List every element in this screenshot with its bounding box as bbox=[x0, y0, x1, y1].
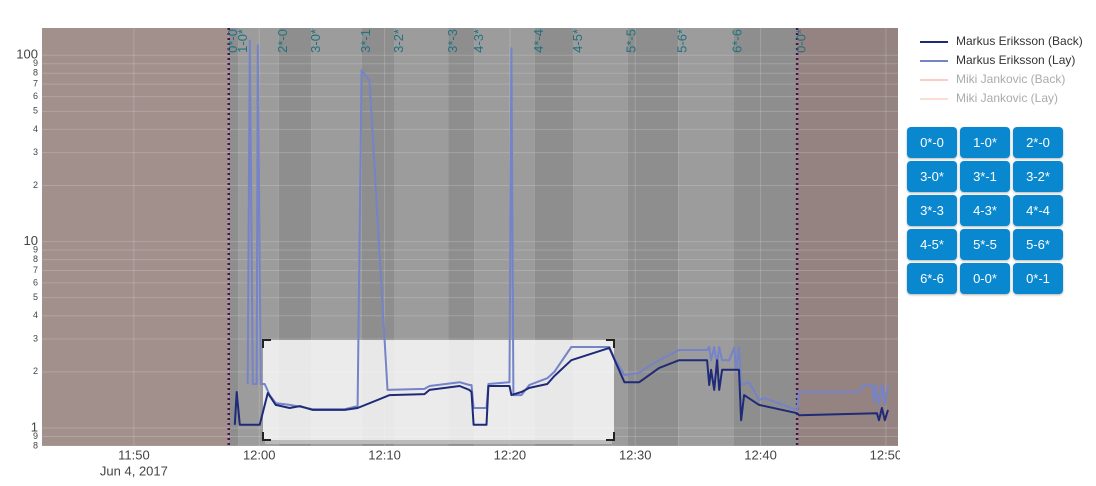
x-tick-label: 12:50 bbox=[870, 447, 900, 462]
score-button[interactable]: 6*-6 bbox=[907, 263, 957, 294]
event-label: 0-0* bbox=[794, 29, 809, 53]
event-label: 5*-5 bbox=[624, 29, 639, 53]
event-label: 3*-3 bbox=[445, 29, 460, 53]
event-band bbox=[733, 28, 798, 446]
event-label: 0*-0 bbox=[225, 29, 240, 53]
score-button[interactable]: 4-3* bbox=[960, 195, 1010, 226]
score-button[interactable]: 4-5* bbox=[907, 229, 957, 260]
selection-box bbox=[263, 340, 614, 440]
y-tick-label: 7 bbox=[33, 265, 38, 275]
score-button[interactable]: 0*-0 bbox=[907, 127, 957, 158]
x-tick-label: 12:00 bbox=[243, 447, 276, 462]
event-band bbox=[228, 28, 239, 446]
y-tick-label: 7 bbox=[33, 78, 38, 88]
event-label: 1-0* bbox=[235, 29, 250, 53]
x-tick-label: 12:30 bbox=[619, 447, 652, 462]
score-button[interactable]: 3*-3 bbox=[907, 195, 957, 226]
button-panel: 0*-0 1-0* 2*-0 3-0* 3*-1 3-2* 3*-3 4-3* 4*-4 4-5*… bbox=[907, 127, 1063, 294]
pre-event-band bbox=[42, 28, 229, 446]
selection-corner bbox=[262, 432, 271, 441]
y-tick-label: 100 bbox=[16, 47, 38, 62]
event-label: 4-5* bbox=[570, 29, 585, 53]
score-button[interactable]: 4*-4 bbox=[1013, 195, 1063, 226]
score-button[interactable]: 0*-1 bbox=[1013, 263, 1063, 294]
event-band bbox=[797, 28, 898, 446]
y-tick-label: 6 bbox=[33, 277, 38, 287]
y-tick-label: 4 bbox=[33, 310, 38, 320]
score-button[interactable]: 1-0* bbox=[960, 127, 1010, 158]
x-tick-label: 12:10 bbox=[368, 447, 401, 462]
x-tick-label: 12:20 bbox=[494, 447, 527, 462]
y-tick-label: 9 bbox=[33, 244, 38, 254]
event-label: 3-0* bbox=[308, 29, 323, 53]
y-tick-label: 5 bbox=[33, 106, 38, 116]
y-tick-label: 8 bbox=[33, 440, 38, 450]
selection-corner bbox=[606, 432, 615, 441]
score-button[interactable]: 2*-0 bbox=[1013, 127, 1063, 158]
selection-corner bbox=[262, 339, 271, 348]
score-button[interactable]: 5*-5 bbox=[960, 229, 1010, 260]
event-label: 3*-1 bbox=[358, 29, 373, 53]
y-tick-label: 4 bbox=[33, 124, 38, 134]
x-tick-label: 12:40 bbox=[744, 447, 777, 462]
y-tick-label: 3 bbox=[33, 333, 38, 343]
event-label: 3-2* bbox=[391, 29, 406, 53]
x-tick-label: 11:50 bbox=[118, 447, 150, 462]
y-tick-label: 10 bbox=[24, 233, 38, 248]
score-button[interactable]: 3-2* bbox=[1013, 161, 1063, 192]
selection-corner bbox=[606, 339, 615, 348]
selection-bar bbox=[265, 440, 612, 444]
x-date-label: Jun 4, 2017 bbox=[100, 463, 168, 478]
event-label: 5-6* bbox=[675, 29, 690, 53]
series-line bbox=[233, 346, 889, 426]
y-tick-label: 2 bbox=[33, 180, 38, 190]
y-tick-label: 9 bbox=[33, 431, 38, 441]
event-label: 4-3* bbox=[471, 29, 486, 53]
legend-label[interactable]: Miki Jankovic (Back) bbox=[956, 72, 1065, 86]
y-tick-label: 3 bbox=[33, 147, 38, 157]
event-label: 4*-4 bbox=[531, 29, 546, 53]
event-band bbox=[678, 28, 734, 446]
event-label: 6*-6 bbox=[730, 29, 745, 53]
y-tick-label: 1 bbox=[31, 419, 38, 434]
legend-label[interactable]: Miki Jankovic (Lay) bbox=[956, 91, 1058, 105]
y-tick-label: 9 bbox=[33, 58, 38, 68]
event-band bbox=[627, 28, 679, 446]
y-tick-label: 8 bbox=[33, 68, 38, 78]
legend: Markus Eriksson (Back) Markus Eriksson (L… bbox=[920, 34, 1083, 105]
score-button[interactable]: 0-0* bbox=[960, 263, 1010, 294]
y-tick-label: 8 bbox=[33, 254, 38, 264]
legend-label[interactable]: Markus Eriksson (Back) bbox=[956, 34, 1083, 48]
score-button[interactable]: 3-0* bbox=[907, 161, 957, 192]
y-tick-label: 5 bbox=[33, 292, 38, 302]
legend-label[interactable]: Markus Eriksson (Lay) bbox=[956, 53, 1075, 67]
y-tick-label: 6 bbox=[33, 91, 38, 101]
event-label: 2*-0 bbox=[275, 29, 290, 53]
y-tick-label: 2 bbox=[33, 366, 38, 376]
score-button[interactable]: 5-6* bbox=[1013, 229, 1063, 260]
score-button[interactable]: 3*-1 bbox=[960, 161, 1010, 192]
